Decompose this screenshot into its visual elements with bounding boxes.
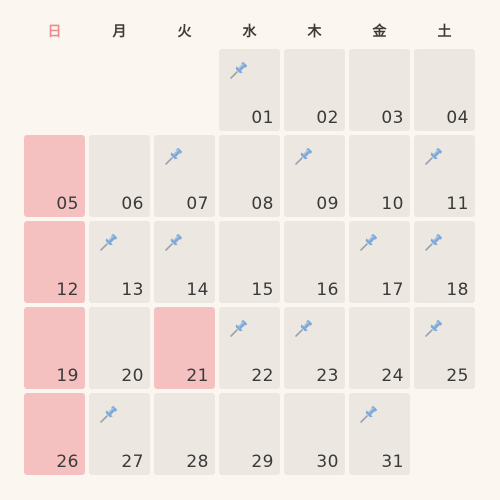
day-number: 14 xyxy=(186,280,209,300)
day-number: 16 xyxy=(316,280,339,300)
day-cell[interactable]: 23 xyxy=(284,307,345,389)
empty-cell xyxy=(154,49,215,131)
day-number: 06 xyxy=(121,194,144,214)
day-number: 05 xyxy=(56,194,79,214)
day-cell[interactable]: 06 xyxy=(89,135,150,217)
day-cell[interactable]: 08 xyxy=(219,135,280,217)
weekday-friday: 金 xyxy=(372,24,387,40)
day-cell[interactable]: 14 xyxy=(154,221,215,303)
day-number: 24 xyxy=(381,366,404,386)
day-number: 12 xyxy=(56,280,79,300)
pushpin-icon xyxy=(358,231,380,253)
pushpin-icon xyxy=(423,231,445,253)
day-cell[interactable]: 02 xyxy=(284,49,345,131)
day-number: 09 xyxy=(316,194,339,214)
weekday-monday: 月 xyxy=(112,24,127,40)
day-number: 10 xyxy=(381,194,404,214)
day-cell[interactable]: 15 xyxy=(219,221,280,303)
day-cell[interactable]: 10 xyxy=(349,135,410,217)
day-number: 20 xyxy=(121,366,144,386)
pushpin-icon xyxy=(98,403,120,425)
day-cell[interactable]: 05 xyxy=(24,135,85,217)
weekday-wednesday: 水 xyxy=(242,24,257,40)
day-number: 11 xyxy=(446,194,469,214)
pushpin-icon xyxy=(163,145,185,167)
day-cell[interactable]: 29 xyxy=(219,393,280,475)
day-grid: 01 02 03 04 05 06 07 08 09 10 11 12 13 14 15 16 17 18 19 20… xyxy=(24,49,475,475)
day-cell[interactable]: 27 xyxy=(89,393,150,475)
day-cell[interactable]: 09 xyxy=(284,135,345,217)
day-cell[interactable]: 30 xyxy=(284,393,345,475)
day-number: 31 xyxy=(381,452,404,472)
day-number: 13 xyxy=(121,280,144,300)
day-number: 27 xyxy=(121,452,144,472)
pushpin-icon xyxy=(228,317,250,339)
pushpin-icon xyxy=(423,317,445,339)
day-cell[interactable]: 07 xyxy=(154,135,215,217)
day-number: 15 xyxy=(251,280,274,300)
day-number: 22 xyxy=(251,366,274,386)
empty-cell xyxy=(24,49,85,131)
day-number: 23 xyxy=(316,366,339,386)
day-cell[interactable]: 31 xyxy=(349,393,410,475)
weekday-saturday: 土 xyxy=(437,24,452,40)
pushpin-icon xyxy=(228,59,250,81)
weekday-tuesday: 火 xyxy=(177,24,192,40)
day-cell[interactable]: 21 xyxy=(154,307,215,389)
day-cell[interactable]: 11 xyxy=(414,135,475,217)
day-cell[interactable]: 17 xyxy=(349,221,410,303)
day-number: 19 xyxy=(56,366,79,386)
day-number: 18 xyxy=(446,280,469,300)
day-cell[interactable]: 28 xyxy=(154,393,215,475)
day-cell[interactable]: 04 xyxy=(414,49,475,131)
day-number: 28 xyxy=(186,452,209,472)
day-number: 17 xyxy=(381,280,404,300)
day-cell[interactable]: 26 xyxy=(24,393,85,475)
day-number: 02 xyxy=(316,108,339,128)
pushpin-icon xyxy=(163,231,185,253)
day-cell[interactable]: 03 xyxy=(349,49,410,131)
day-number: 29 xyxy=(251,452,274,472)
day-number: 04 xyxy=(446,108,469,128)
day-number: 03 xyxy=(381,108,404,128)
pushpin-icon xyxy=(358,403,380,425)
day-number: 08 xyxy=(251,194,274,214)
day-cell[interactable]: 22 xyxy=(219,307,280,389)
day-number: 26 xyxy=(56,452,79,472)
day-number: 07 xyxy=(186,194,209,214)
weekday-thursday: 木 xyxy=(307,24,322,40)
day-number: 21 xyxy=(186,366,209,386)
day-cell[interactable]: 12 xyxy=(24,221,85,303)
day-cell[interactable]: 19 xyxy=(24,307,85,389)
day-cell[interactable]: 18 xyxy=(414,221,475,303)
day-number: 25 xyxy=(446,366,469,386)
day-number: 30 xyxy=(316,452,339,472)
day-number: 01 xyxy=(251,108,274,128)
weekday-sunday: 日 xyxy=(47,24,62,40)
empty-cell xyxy=(89,49,150,131)
day-cell[interactable]: 25 xyxy=(414,307,475,389)
pushpin-icon xyxy=(293,145,315,167)
day-cell[interactable]: 24 xyxy=(349,307,410,389)
day-cell[interactable]: 16 xyxy=(284,221,345,303)
pushpin-icon xyxy=(293,317,315,339)
pushpin-icon xyxy=(423,145,445,167)
day-cell[interactable]: 13 xyxy=(89,221,150,303)
day-cell[interactable]: 01 xyxy=(219,49,280,131)
pushpin-icon xyxy=(98,231,120,253)
weekday-header: 日 月 火 水 木 金 土 xyxy=(22,21,477,43)
day-cell[interactable]: 20 xyxy=(89,307,150,389)
